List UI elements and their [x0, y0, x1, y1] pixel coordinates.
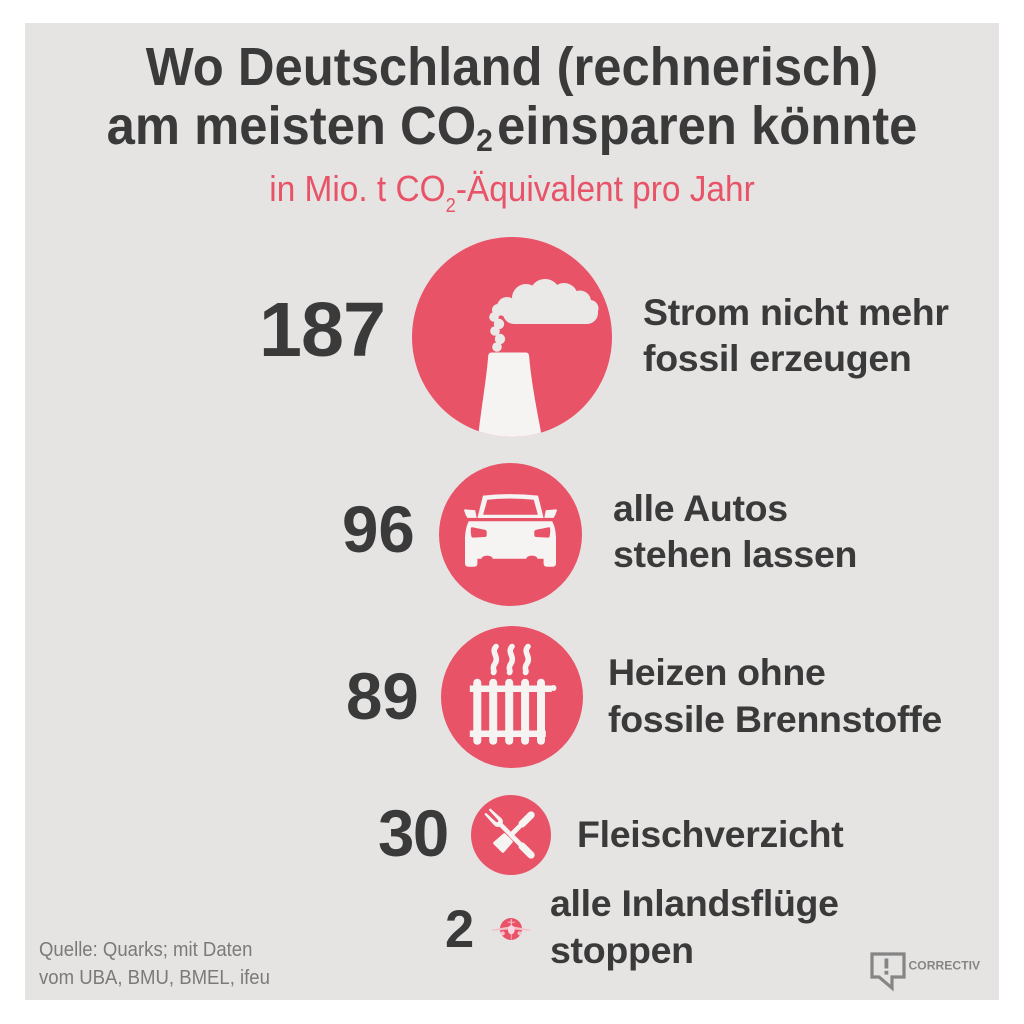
- svg-text:CORRECTIV: CORRECTIV: [909, 959, 981, 973]
